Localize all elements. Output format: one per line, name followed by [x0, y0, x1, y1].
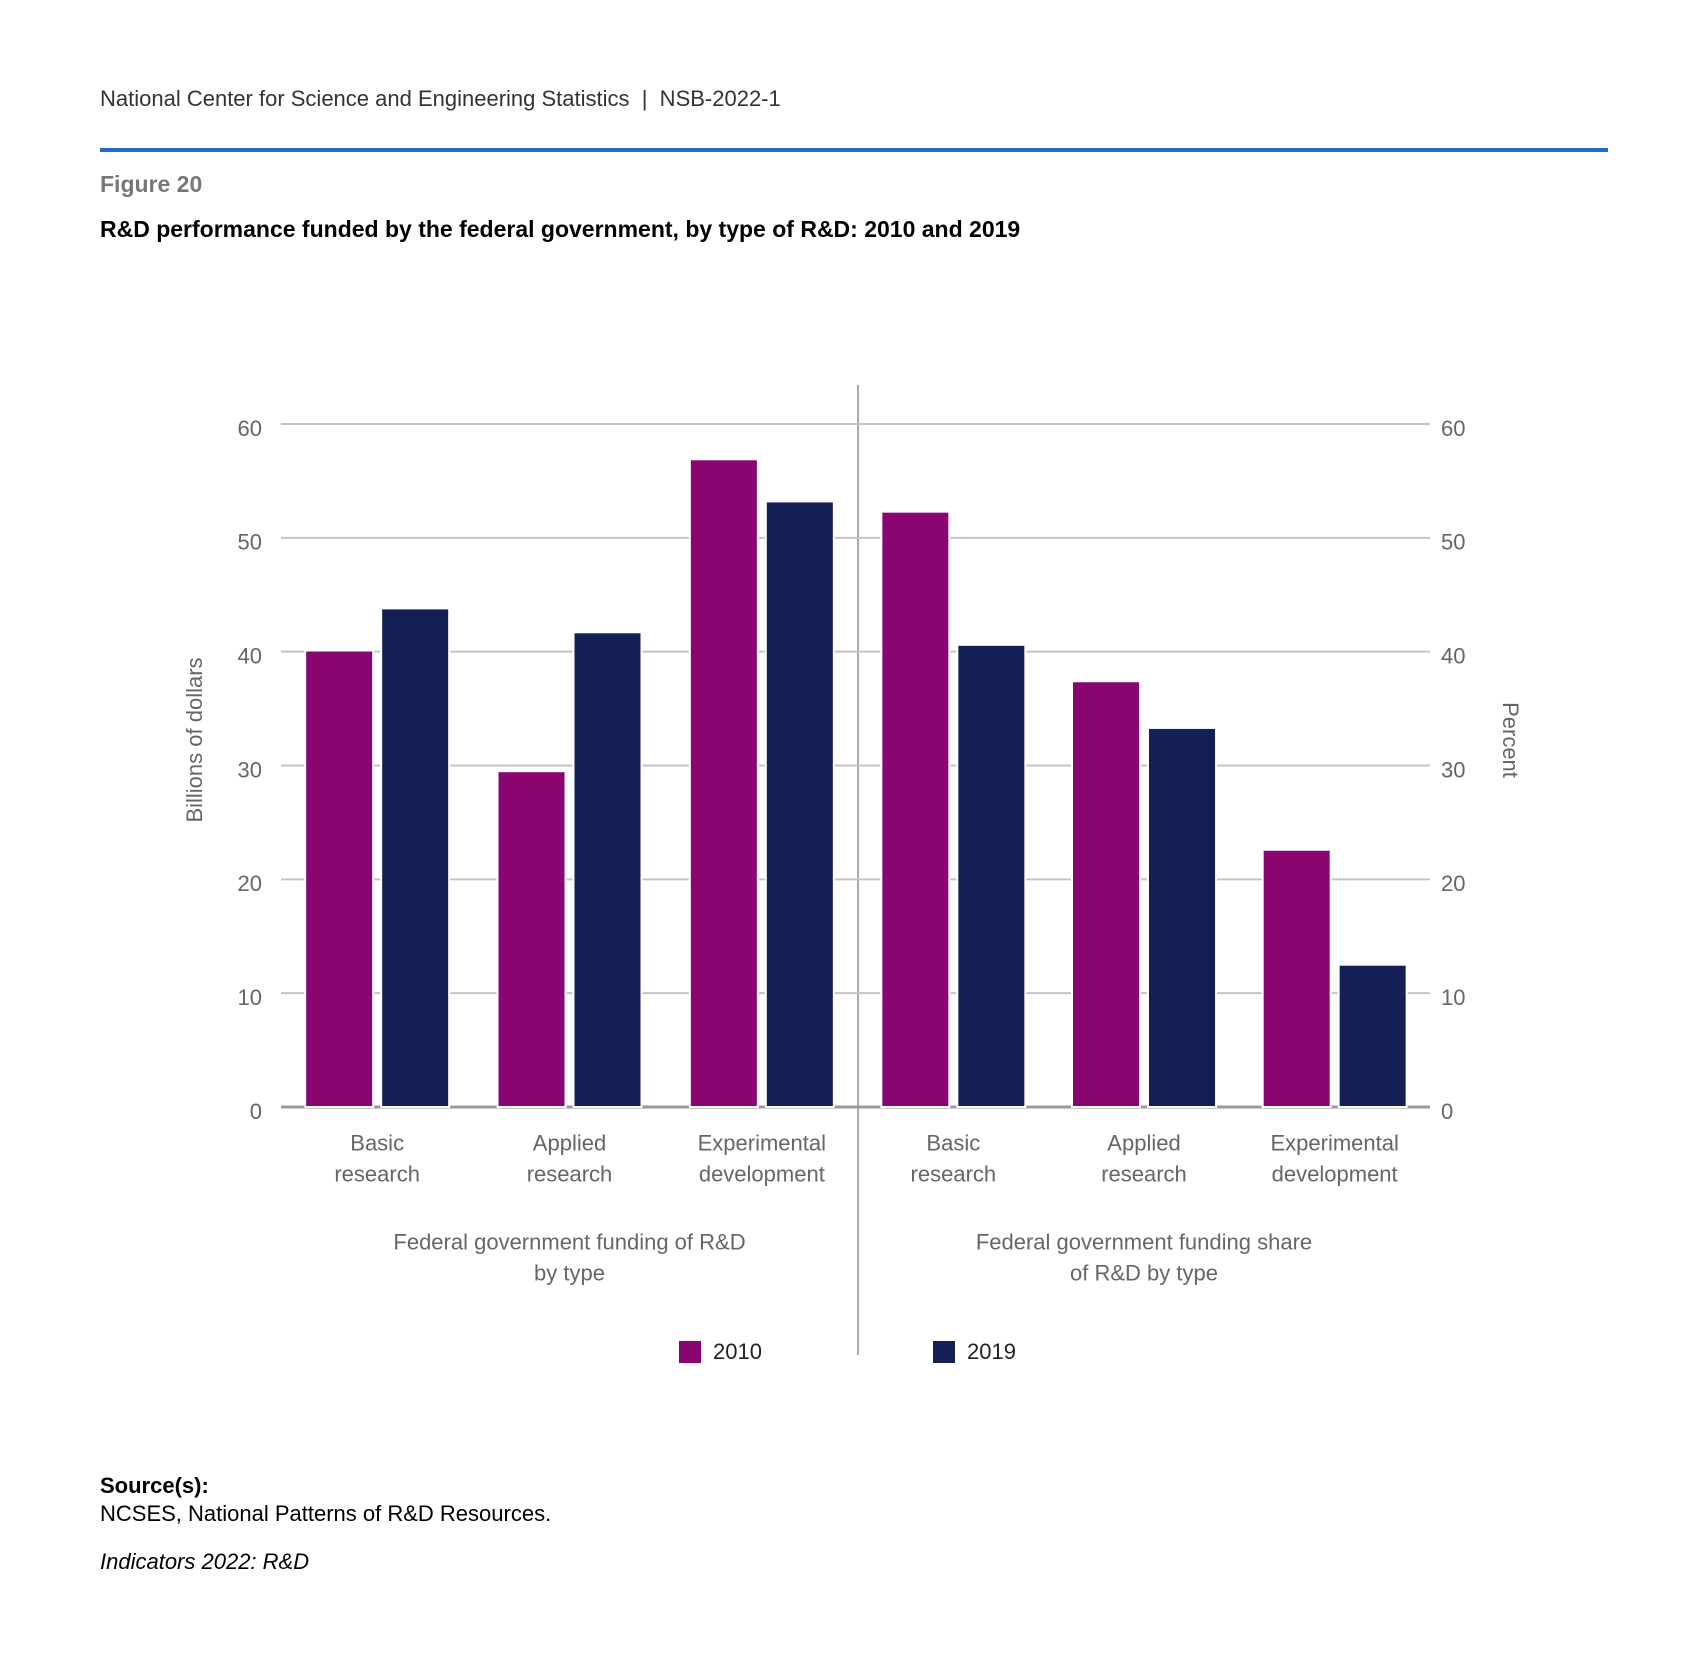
- y2-tick-label: 40: [1441, 643, 1465, 668]
- y-axis-label: Billions of dollars: [182, 657, 207, 822]
- y2-tick-label: 60: [1441, 416, 1465, 441]
- bars: [304, 458, 1408, 1109]
- x-axis-label: Federal government funding share of R&D b…: [976, 1229, 1312, 1285]
- figure-number: Figure 20: [100, 171, 202, 197]
- y-tick-label: 10: [238, 985, 262, 1010]
- x-tick-label: Basic research: [334, 1130, 420, 1186]
- y-tick-label: 40: [238, 643, 262, 668]
- bar: [496, 770, 567, 1108]
- y2-tick-label: 20: [1441, 871, 1465, 896]
- source: NCSES, National Patterns of R&D Resource…: [100, 1501, 551, 1526]
- bar: [1071, 680, 1141, 1108]
- y-tick-label: 0: [250, 1099, 262, 1124]
- y2-tick-label: 10: [1441, 985, 1465, 1010]
- legend-label: 2010: [713, 1339, 762, 1364]
- x-tick-label: Applied research: [1101, 1130, 1187, 1186]
- y2-tick-label: 30: [1441, 757, 1465, 782]
- y-tick-label: 30: [238, 757, 262, 782]
- y-tick-label: 20: [238, 871, 262, 896]
- legend-swatch: [679, 1341, 701, 1363]
- y-tick-label: 50: [238, 530, 262, 555]
- bar: [1337, 963, 1408, 1108]
- bar: [1261, 848, 1332, 1109]
- x-tick-label: Applied research: [527, 1130, 613, 1186]
- footer: Indicators 2022: R&D: [100, 1549, 309, 1574]
- bar: [1147, 726, 1217, 1108]
- x-tick-label: Experimental development: [1270, 1130, 1398, 1186]
- source-label: Source(s):: [100, 1473, 209, 1498]
- chart-title: R&D performance funded by the federal go…: [100, 216, 1020, 242]
- bar: [880, 510, 951, 1108]
- x-tick-label: Experimental development: [698, 1130, 826, 1186]
- y2-tick-label: 0: [1441, 1099, 1453, 1124]
- grid: [281, 423, 1430, 1109]
- bar: [956, 643, 1027, 1108]
- x-axis-label: Federal government funding of R&D by type: [393, 1229, 745, 1285]
- bar: [688, 458, 759, 1108]
- bar: [572, 631, 643, 1108]
- bar: [304, 649, 375, 1108]
- y2-tick-label: 50: [1441, 530, 1465, 555]
- x-tick-label: Basic research: [911, 1130, 997, 1186]
- bar: [764, 500, 835, 1108]
- header: National Center for Science and Engineer…: [100, 86, 781, 111]
- header-rule: [100, 148, 1608, 152]
- bar: [380, 607, 451, 1108]
- y-tick-label: 60: [238, 416, 262, 441]
- legend-swatch: [933, 1341, 955, 1363]
- legend-label: 2019: [967, 1339, 1016, 1364]
- y2-axis-label: Percent: [1498, 702, 1523, 778]
